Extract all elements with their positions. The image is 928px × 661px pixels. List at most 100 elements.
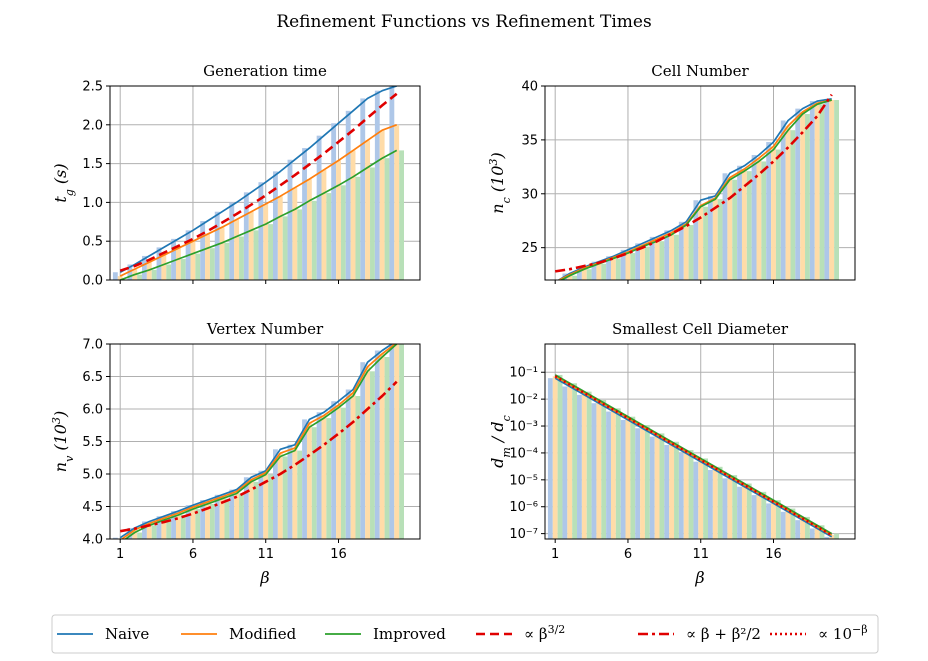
bar bbox=[253, 230, 259, 280]
bar bbox=[674, 234, 679, 280]
y-tick-label: 6.0 bbox=[82, 403, 103, 418]
bar bbox=[683, 451, 689, 539]
bar bbox=[785, 125, 791, 280]
bar bbox=[234, 219, 240, 280]
bar bbox=[703, 458, 709, 539]
bar bbox=[771, 146, 776, 280]
bar bbox=[824, 98, 830, 280]
legend-label: Improved bbox=[373, 625, 446, 643]
x-tick-label: 1 bbox=[551, 547, 559, 562]
bar bbox=[664, 444, 670, 539]
bar bbox=[384, 158, 390, 280]
bar bbox=[117, 276, 123, 280]
bar bbox=[649, 436, 655, 539]
bar bbox=[297, 209, 303, 280]
legend-label: Naive bbox=[105, 625, 149, 643]
legend-item: ∝ 10−β bbox=[770, 623, 868, 644]
series-lines bbox=[119, 86, 398, 280]
bar bbox=[365, 366, 371, 539]
bar bbox=[829, 534, 835, 539]
bar bbox=[708, 470, 713, 539]
figure-suptitle: Refinement Functions vs Refinement Times bbox=[276, 12, 651, 32]
bar bbox=[355, 396, 361, 539]
legend-item: Naive bbox=[57, 625, 149, 643]
bars bbox=[547, 374, 839, 539]
bar bbox=[394, 344, 400, 539]
bar bbox=[171, 238, 176, 280]
bar bbox=[591, 261, 597, 280]
bar bbox=[809, 528, 815, 539]
y-tick-label: 10⁻⁵ bbox=[509, 473, 538, 488]
bar bbox=[292, 187, 298, 280]
bar bbox=[214, 211, 220, 280]
bar bbox=[311, 427, 317, 539]
y-tick-label: 5.0 bbox=[82, 468, 103, 483]
legend-item: Modified bbox=[181, 625, 297, 643]
bar bbox=[557, 374, 563, 539]
legend-item: ∝ β3/2 bbox=[476, 623, 565, 643]
bar bbox=[171, 511, 176, 539]
bar bbox=[345, 110, 351, 280]
bar bbox=[737, 165, 742, 280]
subplot-2: 25 30 35 40 Cell Number nc (103) bbox=[487, 62, 856, 284]
series-line bbox=[119, 344, 394, 539]
bar bbox=[625, 251, 631, 280]
bar bbox=[809, 101, 815, 280]
y-tick-label: 35 bbox=[521, 133, 538, 148]
y-tick-label: 10⁻⁷ bbox=[509, 527, 538, 542]
bar bbox=[712, 198, 718, 280]
bar bbox=[370, 167, 375, 280]
bar bbox=[287, 444, 293, 539]
bar bbox=[268, 474, 274, 539]
bar bbox=[360, 362, 366, 539]
bar bbox=[678, 221, 684, 280]
bars bbox=[562, 98, 839, 280]
bar bbox=[737, 486, 742, 539]
series-line bbox=[554, 377, 833, 538]
y-tick-label: 2.5 bbox=[82, 80, 103, 95]
bar bbox=[620, 419, 626, 539]
y-tick-label: 1.0 bbox=[82, 196, 103, 211]
bar bbox=[659, 433, 665, 539]
bar bbox=[112, 272, 118, 280]
bar bbox=[790, 130, 796, 280]
bar bbox=[146, 523, 152, 539]
bar bbox=[166, 264, 172, 280]
bar bbox=[572, 383, 578, 539]
series-line bbox=[119, 380, 398, 533]
bar bbox=[746, 483, 752, 539]
bar bbox=[302, 148, 307, 280]
bar bbox=[741, 168, 747, 280]
legend: Naive Modified Improved ∝ β3/2 ∝ β + β²/2 ∝ 1… bbox=[51, 614, 879, 654]
bar bbox=[775, 500, 781, 539]
bar bbox=[698, 459, 704, 539]
y-axis-label: dm / dc bbox=[488, 415, 513, 468]
legend-label: ∝ 10−β bbox=[818, 623, 868, 644]
bar bbox=[248, 211, 254, 280]
bar bbox=[331, 123, 337, 280]
bar bbox=[336, 160, 341, 280]
y-tick-label: 10⁻¹ bbox=[509, 366, 538, 381]
y-tick-label: 6.5 bbox=[82, 370, 103, 385]
bar bbox=[258, 470, 264, 539]
bar bbox=[640, 426, 645, 539]
bar bbox=[273, 449, 278, 539]
bar bbox=[219, 227, 225, 280]
bar bbox=[727, 177, 733, 280]
bar bbox=[834, 533, 839, 539]
bar bbox=[389, 344, 395, 539]
series-line bbox=[124, 344, 398, 539]
axes-frame bbox=[109, 85, 421, 281]
bar bbox=[282, 456, 288, 539]
bar bbox=[370, 371, 375, 539]
bar bbox=[365, 140, 371, 280]
bar bbox=[761, 491, 767, 539]
bar bbox=[654, 239, 660, 280]
x-tick-label: 6 bbox=[624, 547, 632, 562]
bar bbox=[175, 513, 181, 539]
bar bbox=[316, 135, 322, 280]
series-line bbox=[119, 86, 397, 273]
bar bbox=[336, 405, 341, 539]
bar bbox=[766, 142, 772, 280]
